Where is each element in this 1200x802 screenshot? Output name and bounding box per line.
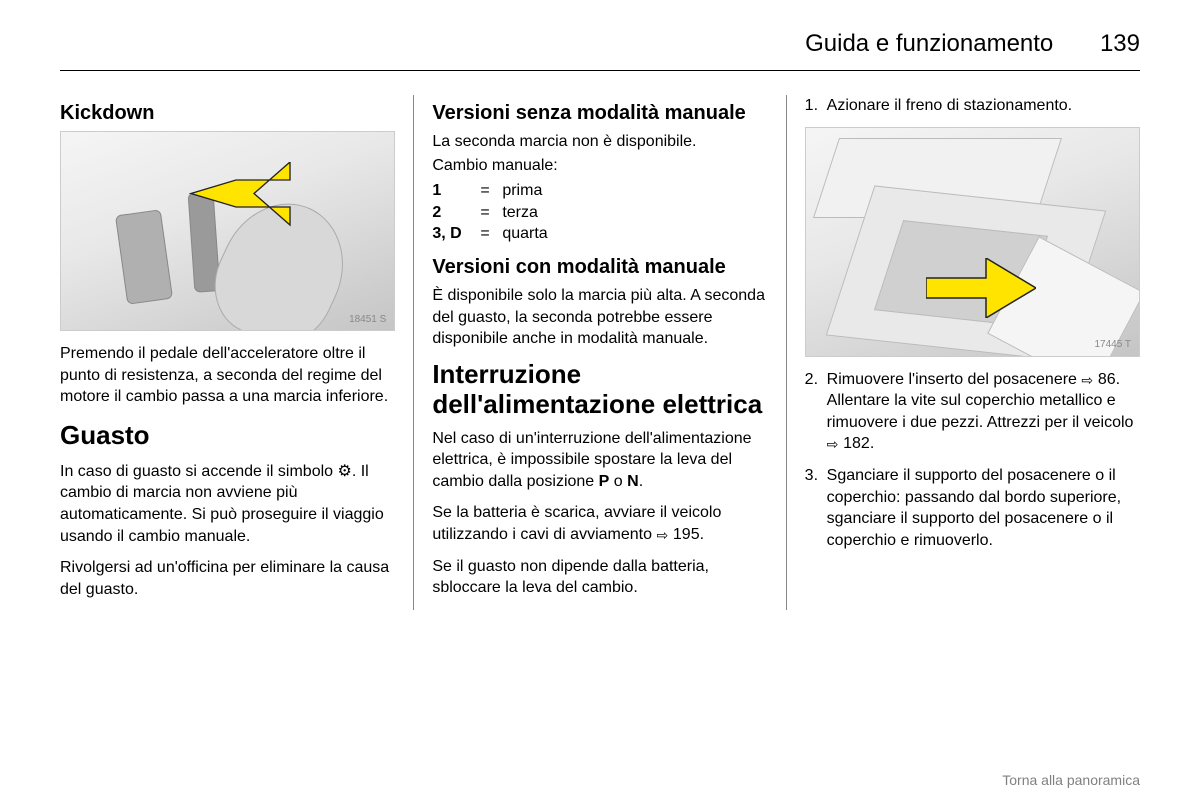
arrow-icon [181,162,301,232]
heading-interruzione: Interruzione dell'alimentazione elettric… [432,360,767,420]
page-number: 139 [1100,30,1140,57]
arrow-icon [926,258,1036,318]
column-1: Kickdown 18451 S Premendo il pedale dell… [60,95,414,610]
text: . [870,435,874,452]
list-item: Sganciare il supporto del posacenere o i… [805,465,1140,551]
content-columns: Kickdown 18451 S Premendo il pedale dell… [60,95,1140,610]
page-ref-icon [1081,370,1093,382]
text: Nel caso di un'interruzione dell'aliment… [432,430,751,490]
paragraph-interr-1: Nel caso di un'interruzione dell'aliment… [432,428,767,493]
gear-row: 3, D = quarta [432,223,767,245]
text-bold: N [627,473,639,490]
brake-pedal-shape [115,209,173,305]
procedure-list-cont: Rimuovere l'inserto del posacenere 86. A… [805,369,1140,552]
page-ref: 86 [1098,371,1116,388]
gear-val: terza [502,202,538,224]
column-3: Azionare il freno di stazionamento. 1744… [787,95,1140,610]
paragraph-senza-2: Cambio manuale: [432,155,767,177]
gear-key: 1 [432,180,472,202]
text: Azionare il freno di stazionamento. [827,97,1072,114]
gear-eq: = [480,180,494,202]
section-title: Guida e funzionamento [805,30,1053,57]
gear-table: 1 = prima 2 = terza 3, D = quarta [432,180,767,245]
gear-val: quarta [502,223,547,245]
heading-con: Versioni con modalità manuale [432,255,767,279]
page-ref: 182 [843,435,870,452]
figure-caption: 17445 T [1094,338,1131,352]
page-ref-icon [656,525,668,537]
gear-row: 1 = prima [432,180,767,202]
paragraph-senza-1: La seconda marcia non è disponibile. [432,131,767,153]
list-item: Azionare il freno di stazionamento. [805,95,1140,117]
link-label: Torna alla panoramica [1002,772,1140,788]
transmission-warning-icon: ⚙ [337,463,351,480]
text: o [609,473,627,490]
paragraph-con: È disponibile solo la marcia più alta. A… [432,285,767,350]
procedure-list: Azionare il freno di stazionamento. [805,95,1140,117]
text: . [700,526,704,543]
back-to-overview-link[interactable]: Torna alla panoramica [1002,772,1140,788]
heading-kickdown: Kickdown [60,101,395,125]
text: Sganciare il supporto del posacenere o i… [827,467,1121,549]
text: Rimuovere l'inserto del posacenere [827,371,1082,388]
text-bold: P [599,473,610,490]
list-item: Rimuovere l'inserto del posacenere 86. A… [805,369,1140,455]
gear-row: 2 = terza [432,202,767,224]
gear-key: 2 [432,202,472,224]
paragraph-guasto-1: In caso di guasto si accende il simbolo … [60,461,395,547]
paragraph-interr-3: Se il guasto non dipende dalla batteria,… [432,556,767,599]
paragraph-interr-2: Se la batteria è scarica, avviare il vei… [432,502,767,545]
column-2: Versioni senza modalità manuale La secon… [414,95,786,610]
heading-guasto: Guasto [60,418,395,453]
figure-caption: 18451 S [349,313,386,327]
page-ref-icon [827,434,839,446]
heading-senza: Versioni senza modalità manuale [432,101,767,125]
gear-key: 3, D [432,223,472,245]
figure-ashtray: 17445 T [805,127,1140,357]
page-ref: 195 [673,526,700,543]
page-header: Guida e funzionamento 139 [60,30,1140,71]
text: . [639,473,643,490]
text: In caso di guasto si accende il simbolo [60,463,337,480]
figure-kickdown: 18451 S [60,131,395,331]
gear-eq: = [480,202,494,224]
gear-val: prima [502,180,542,202]
paragraph-kickdown: Premendo il pedale dell'acceleratore olt… [60,343,395,408]
paragraph-guasto-2: Rivolgersi ad un'officina per eliminare … [60,557,395,600]
gear-eq: = [480,223,494,245]
